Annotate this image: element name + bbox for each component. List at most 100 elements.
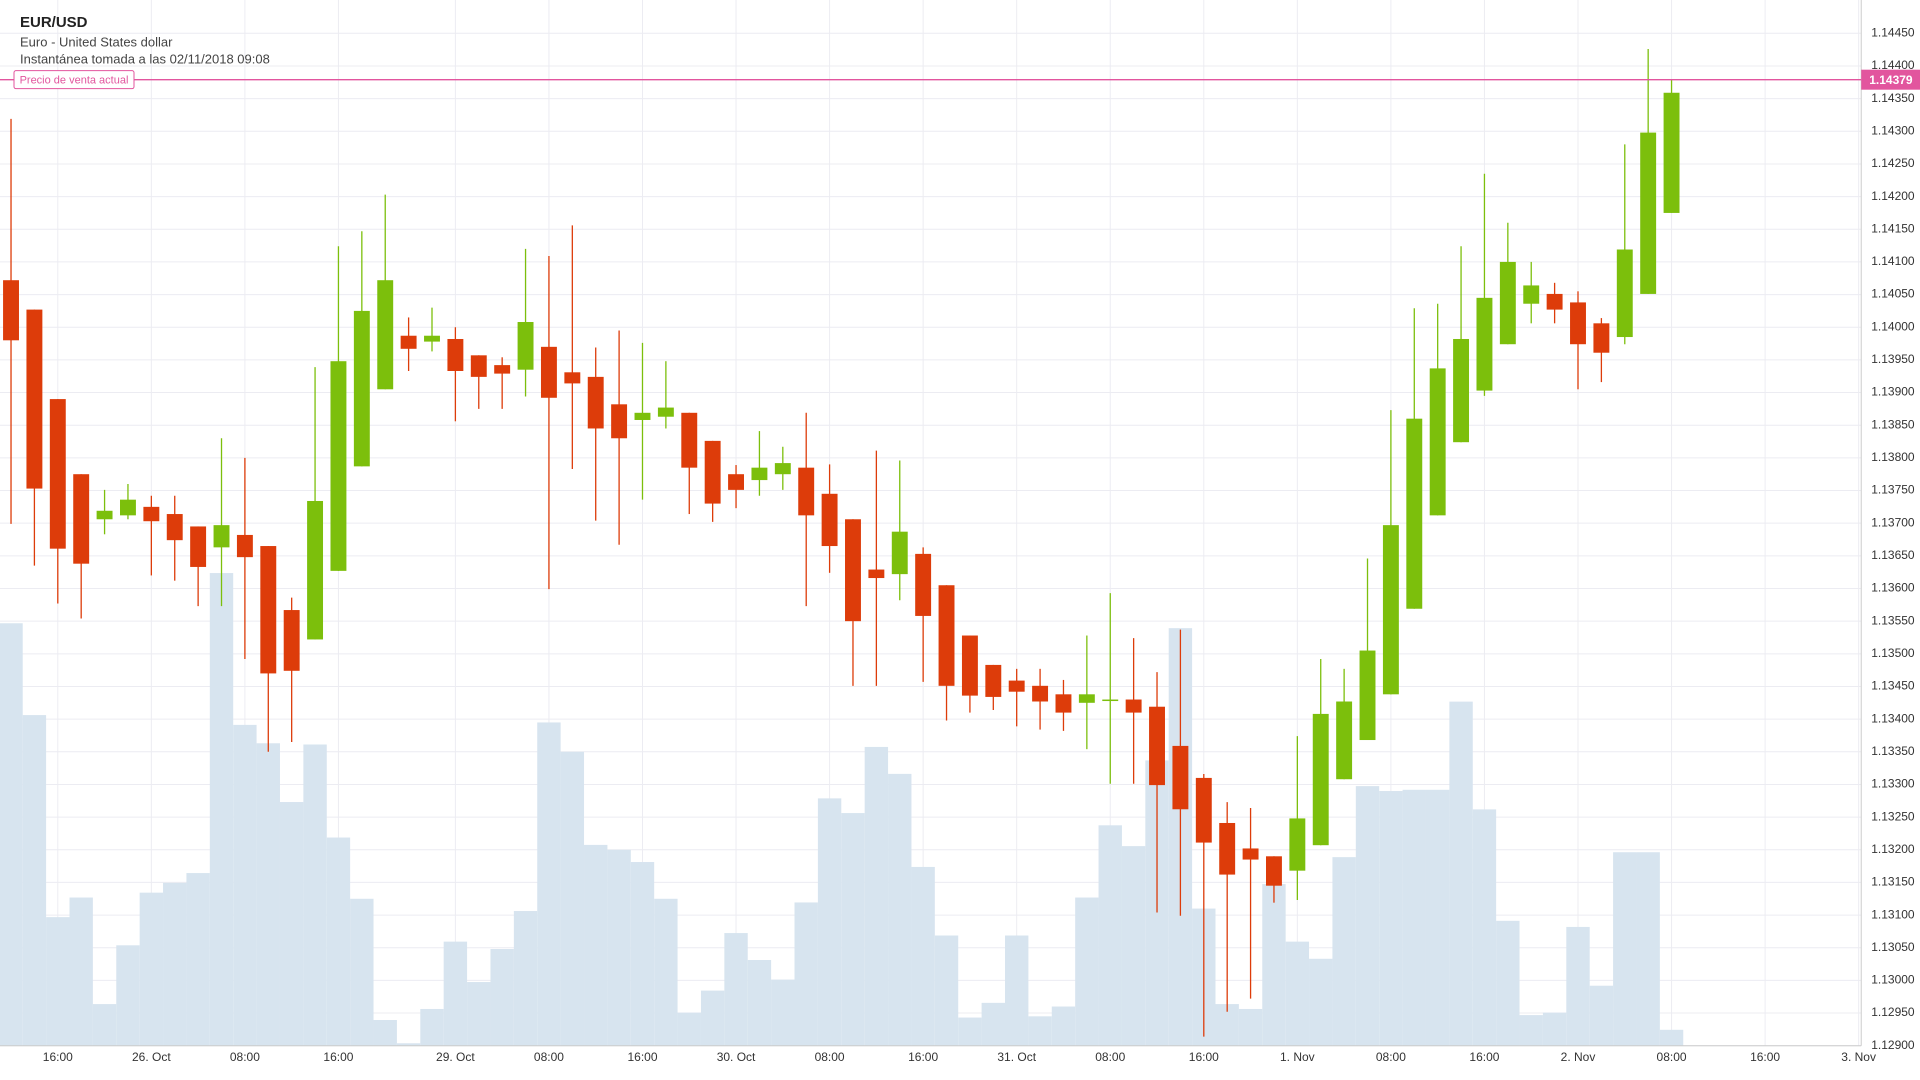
volume-bar — [747, 959, 772, 1046]
y-tick-label: 1.13400 — [1871, 711, 1915, 725]
y-tick-label: 1.13300 — [1871, 777, 1915, 791]
candle-body — [961, 635, 978, 696]
candle-body — [143, 506, 160, 522]
candle-body — [1008, 680, 1025, 692]
x-tick-label: 16:00 — [1189, 1050, 1219, 1064]
x-tick-label: 1. Nov — [1280, 1050, 1315, 1064]
candle-body — [1429, 368, 1446, 516]
volume-bar — [350, 898, 374, 1046]
volume-bar — [841, 813, 865, 1046]
x-tick-label: 08:00 — [1657, 1050, 1687, 1064]
candle-body — [681, 412, 698, 468]
candle-body — [985, 664, 1002, 697]
y-tick-label: 1.14450 — [1871, 25, 1915, 39]
volume-layer — [0, 573, 1684, 1046]
candle-body — [751, 467, 768, 481]
y-tick-label: 1.14000 — [1871, 319, 1915, 333]
volume-bar — [1566, 926, 1590, 1046]
candle-body — [1219, 822, 1236, 875]
chart-title: EUR/USD — [20, 14, 88, 31]
volume-bar — [443, 941, 468, 1046]
volume-bar — [69, 897, 93, 1046]
candle-body — [891, 531, 908, 575]
volume-bar — [467, 982, 491, 1046]
candle-body — [1312, 713, 1329, 846]
candle-body — [377, 280, 394, 390]
current-price-value: 1.14379 — [1869, 73, 1913, 87]
volume-bar — [139, 892, 164, 1046]
x-tick-label: 08:00 — [1095, 1050, 1125, 1064]
volume-bar — [724, 933, 748, 1046]
candle-body — [1663, 92, 1680, 213]
candle-body — [1640, 132, 1657, 294]
y-tick-label: 1.14400 — [1871, 58, 1915, 72]
candle-body — [915, 553, 932, 616]
candle-body — [400, 335, 417, 349]
volume-bar — [794, 902, 818, 1046]
y-tick-label: 1.13650 — [1871, 548, 1915, 562]
candle-body — [96, 510, 113, 520]
y-tick-label: 1.13700 — [1871, 515, 1915, 529]
volume-bar — [1285, 941, 1310, 1046]
x-tick-label: 08:00 — [815, 1050, 845, 1064]
volume-bar — [1075, 897, 1099, 1046]
x-tick-label: 16:00 — [1750, 1050, 1780, 1064]
y-tick-label: 1.13500 — [1871, 646, 1915, 660]
y-tick-label: 1.13800 — [1871, 450, 1915, 464]
candle-body — [424, 335, 440, 342]
candle-body — [1523, 285, 1540, 304]
candle-body — [868, 569, 885, 579]
volume-bar — [584, 844, 608, 1046]
y-tick-label: 1.13100 — [1871, 907, 1915, 921]
candle-body — [73, 474, 90, 564]
volume-bar — [1215, 1004, 1239, 1046]
candle-body — [517, 322, 534, 370]
x-tick-label: 31. Oct — [997, 1050, 1036, 1064]
y-tick-label: 1.13350 — [1871, 744, 1915, 758]
y-tick-label: 1.13600 — [1871, 581, 1915, 595]
candle-body — [611, 404, 628, 439]
volume-bar — [233, 724, 257, 1046]
volume-bar — [1519, 1015, 1543, 1046]
overlay: Precio de venta actual 1.14379 — [0, 69, 1920, 90]
candle-body — [353, 310, 370, 467]
volume-bar — [1332, 857, 1356, 1046]
candle-body — [587, 376, 604, 429]
candle-body — [1242, 848, 1259, 860]
y-tick-label: 1.13450 — [1871, 679, 1915, 693]
volume-bar — [513, 911, 538, 1046]
candle-layer — [3, 48, 1680, 1037]
x-tick-label: 08:00 — [1376, 1050, 1406, 1064]
x-tick-label: 16:00 — [43, 1050, 73, 1064]
candle-body — [1546, 293, 1563, 310]
volume-bar — [1613, 852, 1637, 1046]
y-tick-label: 1.13850 — [1871, 417, 1915, 431]
volume-bar — [1636, 852, 1660, 1046]
y-tick-label: 1.13950 — [1871, 352, 1915, 366]
y-tick-label: 1.13750 — [1871, 483, 1915, 497]
volume-bar — [1425, 789, 1450, 1046]
candle-body — [774, 463, 791, 475]
snapshot-note: Instantánea tomada a las 02/11/2018 09:0… — [20, 51, 270, 66]
volume-bar — [256, 743, 280, 1046]
candle-body — [845, 519, 861, 622]
volume-bar — [537, 722, 561, 1046]
volume-bar — [1121, 846, 1146, 1046]
current-price-label-box — [13, 70, 135, 90]
candle-body — [213, 525, 230, 548]
candle-body — [470, 355, 487, 377]
volume-bar — [864, 746, 889, 1046]
candle-body — [307, 500, 324, 640]
volume-bar — [888, 773, 912, 1046]
y-tick-label: 1.13050 — [1871, 940, 1915, 954]
volume-bar — [771, 979, 795, 1046]
y-tick-label: 1.13150 — [1871, 875, 1915, 889]
y-tick-label: 1.13900 — [1871, 385, 1915, 399]
candle-body — [938, 585, 955, 686]
current-price-label: Precio de venta actual — [20, 75, 129, 87]
volume-bar — [700, 990, 725, 1046]
x-tick-label: 08:00 — [230, 1050, 260, 1064]
volume-bar — [186, 873, 210, 1046]
candle-body — [1055, 694, 1072, 713]
